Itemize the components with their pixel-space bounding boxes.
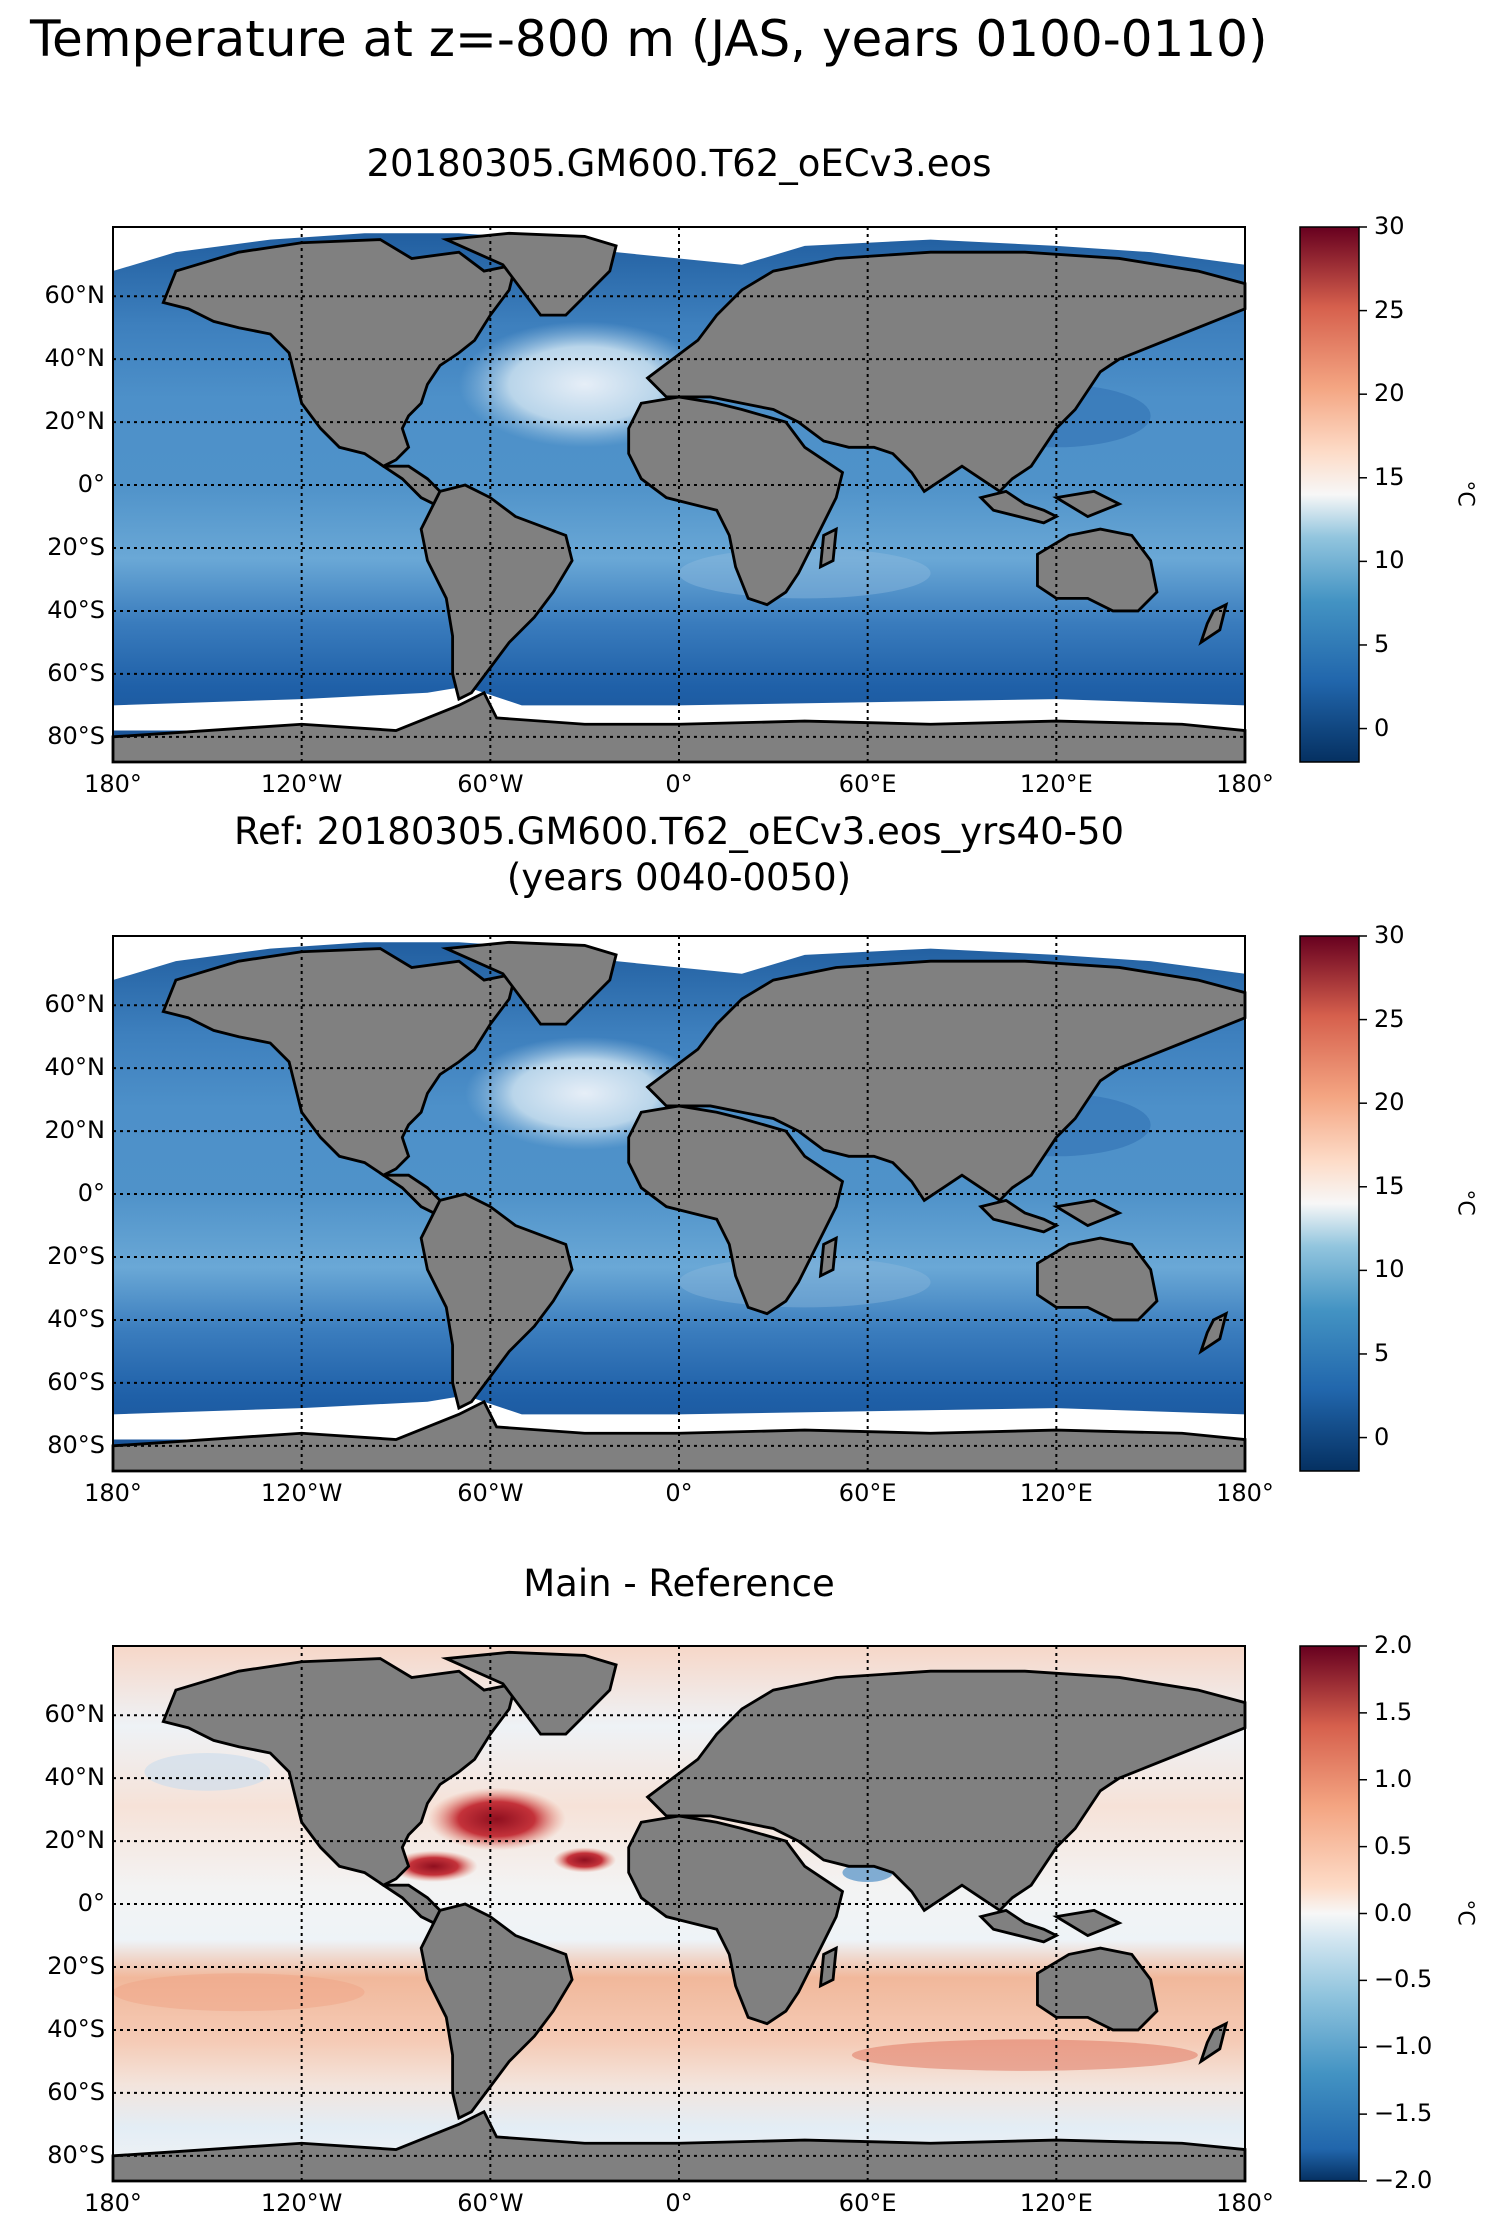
colorbar-tick-label: 25 (1374, 1004, 1405, 1033)
lat-tick-label: 20°S (47, 1242, 105, 1270)
colorbar-3 (1299, 1645, 1360, 2182)
lon-tick-label: 60°W (457, 1479, 524, 1507)
colorbar-tick-label: −1.0 (1374, 2032, 1433, 2061)
colorbar-tick-label: 30 (1374, 921, 1405, 949)
lon-tick-label: 0° (665, 770, 693, 798)
lon-tick-label: 120°E (1019, 2189, 1093, 2217)
lon-tick-label: 60°W (457, 2189, 524, 2217)
lat-tick-label: 60°N (44, 281, 106, 310)
colorbar-tick-label: −1.5 (1374, 2099, 1433, 2128)
lon-tick-label: 120°E (1019, 1479, 1093, 1507)
colorbar-tick-label: 15 (1374, 462, 1405, 491)
colorbar-tick-label: 25 (1374, 295, 1405, 324)
colorbar-tick-label: 1.0 (1374, 1764, 1413, 1793)
colorbar-tick-label: 10 (1374, 1255, 1405, 1284)
figure-title: Temperature at z=-800 m (JAS, years 0100… (30, 10, 1268, 68)
gridlines (113, 227, 1245, 2181)
colorbar-2 (1299, 935, 1360, 1472)
lat-tick-label: 60°S (47, 2077, 105, 2106)
lon-tick-label: 0° (665, 2189, 693, 2217)
lat-tick-label: 20°N (44, 1116, 106, 1145)
lon-tick-label: 0° (665, 1479, 693, 1507)
lon-tick-label: 60°E (838, 770, 897, 798)
colorbar-tick-label: 20 (1374, 379, 1405, 408)
colorbar-tick-label: 1.5 (1374, 1697, 1413, 1726)
colorbar-tick-label: 10 (1374, 546, 1405, 575)
lat-tick-label: 60°S (47, 1367, 105, 1396)
panel-2-title: Ref: 20180305.GM600.T62_oECv3.eos_yrs40-… (233, 810, 1125, 853)
colorbar-tick-label: 5 (1374, 1338, 1390, 1367)
lat-tick-label: 60°S (47, 658, 105, 687)
colorbar-tick-label: 0 (1374, 713, 1390, 742)
lat-tick-label: 40°N (44, 1763, 106, 1792)
panel-3-title: Main - Reference (523, 1562, 835, 1605)
colorbar-unit-label: °C (1452, 479, 1478, 507)
colorbar-tick-label: 20 (1374, 1088, 1405, 1117)
lon-tick-label: 180° (84, 2189, 142, 2217)
lat-tick-label: 80°S (47, 1430, 105, 1459)
lat-tick-label: 40°S (47, 1304, 105, 1333)
lon-tick-label: 120°W (260, 2189, 343, 2217)
lon-tick-label: 180° (1216, 1479, 1274, 1507)
lat-tick-label: 20°S (47, 533, 105, 561)
lon-tick-label: 120°W (260, 1479, 343, 1507)
colorbar-tick-label: 30 (1374, 212, 1405, 240)
lat-tick-label: 20°S (47, 1952, 105, 1980)
lon-tick-label: 180° (1216, 770, 1274, 798)
lat-tick-label: 60°N (44, 990, 106, 1019)
lat-tick-label: 0° (77, 470, 105, 499)
lon-tick-label: 60°W (457, 770, 524, 798)
lat-tick-label: 80°S (47, 2140, 105, 2169)
colorbar-unit-label: °C (1452, 1898, 1478, 1926)
panel-2-subtitle: (years 0040-0050) (506, 856, 852, 899)
colorbar-tick-label: 0.0 (1374, 1898, 1413, 1927)
colorbar-tick-label: −2.0 (1374, 2166, 1433, 2194)
colorbar-1 (1299, 226, 1360, 763)
lon-tick-label: 120°W (260, 770, 343, 798)
lon-tick-label: 60°E (838, 1479, 897, 1507)
lat-tick-label: 20°N (44, 1826, 106, 1855)
lat-tick-label: 40°S (47, 595, 105, 624)
lat-tick-label: 20°N (44, 407, 106, 436)
colorbar-tick-label: 5 (1374, 629, 1390, 658)
colorbar-tick-label: −0.5 (1374, 1965, 1433, 1994)
lon-tick-label: 180° (84, 1479, 142, 1507)
colorbar-unit-label: °C (1452, 1188, 1478, 1216)
colorbar-tick-label: 15 (1374, 1171, 1405, 1200)
lat-tick-label: 40°S (47, 2014, 105, 2043)
colorbar-tick-label: 0.5 (1374, 1831, 1413, 1860)
lat-tick-label: 0° (77, 1889, 105, 1918)
lon-tick-label: 180° (84, 770, 142, 798)
lat-tick-label: 0° (77, 1179, 105, 1208)
lon-tick-label: 120°E (1019, 770, 1093, 798)
colorbar-tick-label: 0 (1374, 1422, 1390, 1451)
panel-1-title: 20180305.GM600.T62_oECv3.eos (366, 142, 992, 185)
lat-tick-label: 40°N (44, 1053, 106, 1082)
lon-tick-label: 180° (1216, 2189, 1274, 2217)
colorbar-tick-label: 2.0 (1374, 1631, 1413, 1659)
lat-tick-label: 60°N (44, 1700, 106, 1729)
lat-tick-label: 40°N (44, 344, 106, 373)
lat-tick-label: 80°S (47, 721, 105, 750)
lon-tick-label: 60°E (838, 2189, 897, 2217)
